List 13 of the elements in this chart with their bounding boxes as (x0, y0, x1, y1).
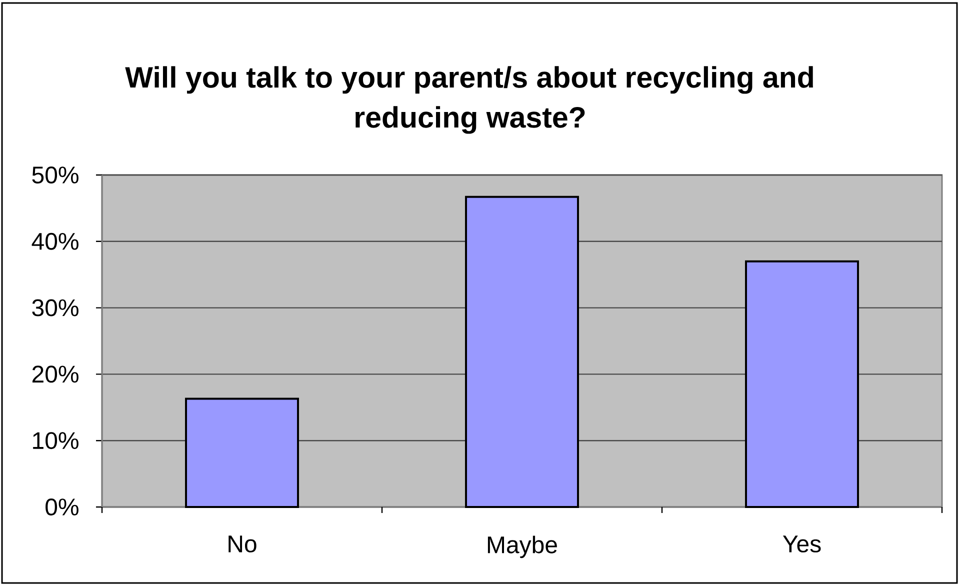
y-tick-label: 0% (46, 498, 78, 516)
bar (185, 398, 300, 508)
y-tick-label: 10% (33, 432, 78, 450)
chart-title: Will you talk to your parent/s about recycling and reducing waste? (125, 66, 813, 134)
y-tick-label: 30% (32, 299, 78, 316)
bar (465, 196, 579, 508)
bar (745, 260, 859, 508)
y-tick-label: 20% (32, 366, 78, 383)
y-tick-label: 50% (32, 166, 78, 184)
x-tick-label: No (228, 536, 256, 552)
x-tick-label: Maybe (488, 536, 557, 558)
x-tick-label: Yes (782, 536, 821, 552)
y-tick-label: 40% (32, 232, 78, 250)
